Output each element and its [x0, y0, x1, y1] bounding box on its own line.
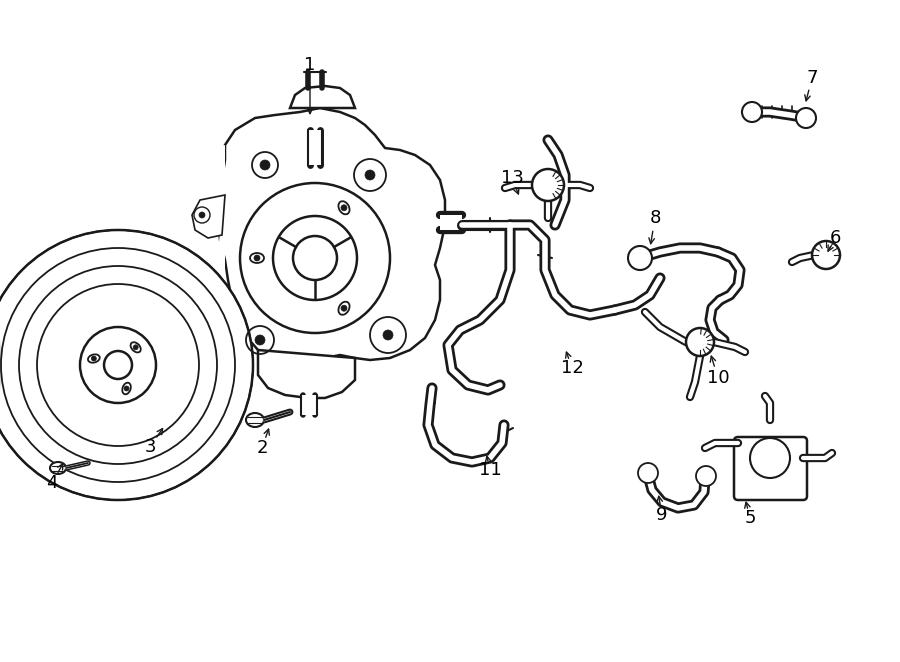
Circle shape: [255, 335, 265, 345]
Circle shape: [628, 246, 652, 270]
Circle shape: [796, 108, 816, 128]
Text: 13: 13: [500, 169, 524, 187]
Text: 2: 2: [256, 439, 268, 457]
Circle shape: [104, 351, 132, 379]
Polygon shape: [308, 130, 322, 165]
Text: 1: 1: [304, 56, 316, 74]
Circle shape: [80, 327, 156, 403]
Circle shape: [812, 241, 840, 269]
Circle shape: [750, 438, 790, 478]
Circle shape: [92, 356, 96, 361]
Circle shape: [293, 236, 337, 280]
Polygon shape: [301, 395, 317, 415]
Circle shape: [383, 330, 393, 340]
Polygon shape: [258, 350, 355, 398]
Polygon shape: [196, 145, 238, 368]
Circle shape: [341, 305, 347, 311]
Text: 8: 8: [649, 209, 661, 227]
Circle shape: [341, 205, 347, 211]
Circle shape: [133, 345, 139, 350]
Circle shape: [260, 160, 270, 170]
Circle shape: [199, 212, 205, 218]
Polygon shape: [218, 108, 445, 365]
Text: 12: 12: [561, 359, 583, 377]
FancyBboxPatch shape: [734, 437, 807, 500]
Polygon shape: [192, 195, 225, 238]
Circle shape: [638, 463, 658, 483]
Circle shape: [124, 386, 129, 391]
Text: 4: 4: [46, 474, 58, 492]
Circle shape: [0, 230, 253, 500]
Text: 10: 10: [706, 369, 729, 387]
Circle shape: [696, 466, 716, 486]
Circle shape: [742, 102, 762, 122]
Ellipse shape: [50, 462, 66, 474]
Circle shape: [254, 255, 260, 261]
Text: 6: 6: [829, 229, 841, 247]
Circle shape: [532, 169, 564, 201]
Text: 5: 5: [744, 509, 756, 527]
Polygon shape: [290, 86, 355, 108]
Text: 11: 11: [479, 461, 501, 479]
Circle shape: [365, 170, 375, 180]
Text: 3: 3: [144, 438, 156, 456]
Text: 7: 7: [806, 69, 818, 87]
Text: 9: 9: [656, 506, 668, 524]
Polygon shape: [440, 215, 462, 230]
Circle shape: [686, 328, 714, 356]
Ellipse shape: [246, 413, 264, 427]
